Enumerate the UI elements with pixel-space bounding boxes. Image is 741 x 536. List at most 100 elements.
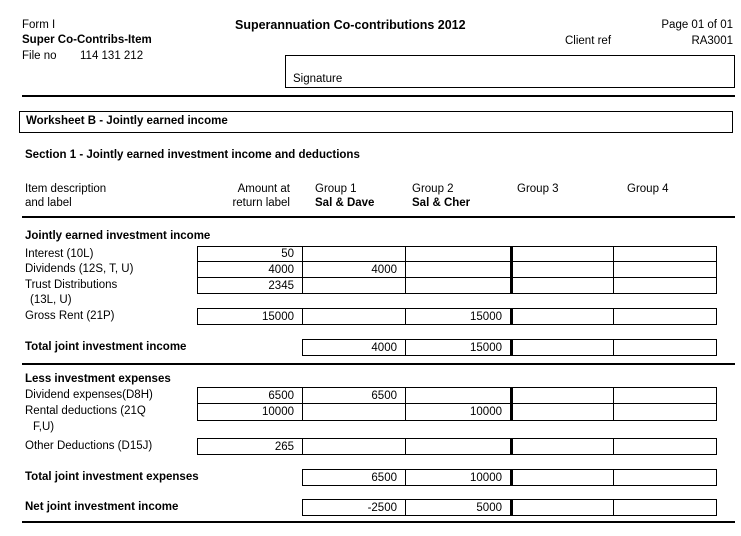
total-income-label: Total joint investment income: [25, 341, 187, 353]
group4-cell[interactable]: [613, 261, 717, 278]
column-header-divider: [22, 216, 735, 218]
group1-cell[interactable]: 6500: [302, 387, 406, 404]
amount-cell[interactable]: 4000: [197, 261, 303, 278]
amount-cell[interactable]: 15000: [197, 308, 303, 325]
group3-cell[interactable]: [510, 387, 614, 404]
amount-cell[interactable]: 265: [197, 438, 303, 455]
col-header-group1: Group 1 Sal & Dave: [315, 182, 374, 210]
row-label-rental-deductions-line2: F,U): [33, 421, 55, 433]
group1-name: Sal & Dave: [315, 197, 375, 209]
income-section-divider: [22, 363, 735, 365]
group2-cell[interactable]: [405, 261, 511, 278]
group1-total-cell: 4000: [302, 339, 406, 356]
signature-box[interactable]: Signature: [285, 55, 735, 88]
col-header-amount-line2: return label: [232, 197, 290, 209]
group2-label: Group 2: [412, 183, 454, 195]
row-interest: 50: [0, 246, 741, 262]
row-other-deductions: 265: [0, 438, 741, 455]
group1-cell[interactable]: [302, 277, 406, 294]
net-income-label: Net joint investment income: [25, 501, 179, 513]
page-title: Superannuation Co-contributions 2012: [235, 18, 466, 32]
group2-cell[interactable]: 15000: [405, 308, 511, 325]
group2-cell[interactable]: [405, 387, 511, 404]
footer-divider: [22, 521, 735, 523]
group4-cell[interactable]: [613, 246, 717, 262]
row-label-dividend-expenses: Dividend expenses(D8H): [25, 389, 153, 401]
col-header-item-line2: and label: [25, 197, 72, 209]
worksheet-title-box: Worksheet B - Jointly earned income: [19, 111, 733, 133]
group3-cell[interactable]: [510, 438, 614, 455]
row-trust-distributions: 2345: [0, 277, 741, 294]
row-label-interest: Interest (10L): [25, 248, 94, 260]
group3-net-cell: [510, 499, 614, 516]
group1-cell[interactable]: [302, 438, 406, 455]
group3-label: Group 3: [517, 183, 559, 195]
group2-cell[interactable]: [405, 438, 511, 455]
col-header-amount: Amount at return label: [197, 182, 290, 210]
page-number: Page 01 of 01: [661, 19, 733, 31]
row-label-trust-distributions-line2: (13L, U): [30, 294, 72, 306]
row-label-rental-deductions: Rental deductions (21Q: [25, 405, 146, 417]
col-header-item: Item description and label: [25, 182, 106, 210]
row-net-income: -2500 5000: [0, 499, 741, 516]
row-label-dividends: Dividends (12S, T, U): [25, 263, 134, 275]
amount-cell[interactable]: 6500: [197, 387, 303, 404]
group2-net-cell: 5000: [405, 499, 511, 516]
row-total-income: 4000 15000: [0, 339, 741, 356]
amount-cell[interactable]: 10000: [197, 403, 303, 421]
row-gross-rent: 15000 15000: [0, 308, 741, 325]
worksheet-title: Worksheet B - Jointly earned income: [26, 115, 228, 127]
group2-cell[interactable]: 10000: [405, 403, 511, 421]
group2-total-cell: 15000: [405, 339, 511, 356]
expenses-section-heading: Less investment expenses: [25, 373, 171, 385]
amount-cell[interactable]: 2345: [197, 277, 303, 294]
row-rental-deductions: 10000 10000: [0, 403, 741, 421]
col-header-group4: Group 4: [627, 182, 669, 196]
row-total-expenses: 6500 10000: [0, 469, 741, 486]
group1-net-cell: -2500: [302, 499, 406, 516]
form-name: Super Co-Contribs-Item: [22, 34, 152, 46]
group4-cell[interactable]: [613, 438, 717, 455]
col-header-group2: Group 2 Sal & Cher: [412, 182, 470, 210]
group3-cell[interactable]: [510, 308, 614, 325]
form-label: Form I: [22, 19, 56, 31]
group4-cell[interactable]: [613, 308, 717, 325]
section-title: Section 1 - Jointly earned investment in…: [25, 149, 360, 161]
row-dividends: 4000 4000: [0, 261, 741, 278]
group1-cell[interactable]: [302, 308, 406, 325]
group4-cell[interactable]: [613, 277, 717, 294]
group2-name: Sal & Cher: [412, 197, 471, 209]
group1-cell[interactable]: [302, 403, 406, 421]
group2-cell[interactable]: [405, 277, 511, 294]
group2-cell[interactable]: [405, 246, 511, 262]
group4-total-cell: [613, 339, 717, 356]
total-expenses-label: Total joint investment expenses: [25, 471, 199, 483]
group4-cell[interactable]: [613, 387, 717, 404]
col-header-group3: Group 3: [517, 182, 559, 196]
group3-cell[interactable]: [510, 277, 614, 294]
group3-cell[interactable]: [510, 261, 614, 278]
group1-cell[interactable]: [302, 246, 406, 262]
header-divider: [22, 95, 735, 97]
client-ref-label: Client ref: [565, 35, 612, 47]
client-ref-value[interactable]: RA3001: [691, 35, 733, 47]
col-header-amount-line1: Amount at: [237, 183, 290, 195]
signature-label: Signature: [293, 73, 343, 85]
group3-total-cell: [510, 339, 614, 356]
row-label-gross-rent: Gross Rent (21P): [25, 310, 115, 322]
group2-total-cell: 10000: [405, 469, 511, 486]
income-section-heading: Jointly earned investment income: [25, 230, 211, 242]
amount-cell[interactable]: 50: [197, 246, 303, 262]
group1-cell[interactable]: 4000: [302, 261, 406, 278]
file-no-value[interactable]: 114 131 212: [80, 50, 144, 62]
group3-cell[interactable]: [510, 246, 614, 262]
group4-net-cell: [613, 499, 717, 516]
group3-cell[interactable]: [510, 403, 614, 421]
group4-cell[interactable]: [613, 403, 717, 421]
group3-total-cell: [510, 469, 614, 486]
group1-label: Group 1: [315, 183, 357, 195]
group1-total-cell: 6500: [302, 469, 406, 486]
file-no-label: File no: [22, 50, 57, 62]
group4-label: Group 4: [627, 183, 669, 195]
